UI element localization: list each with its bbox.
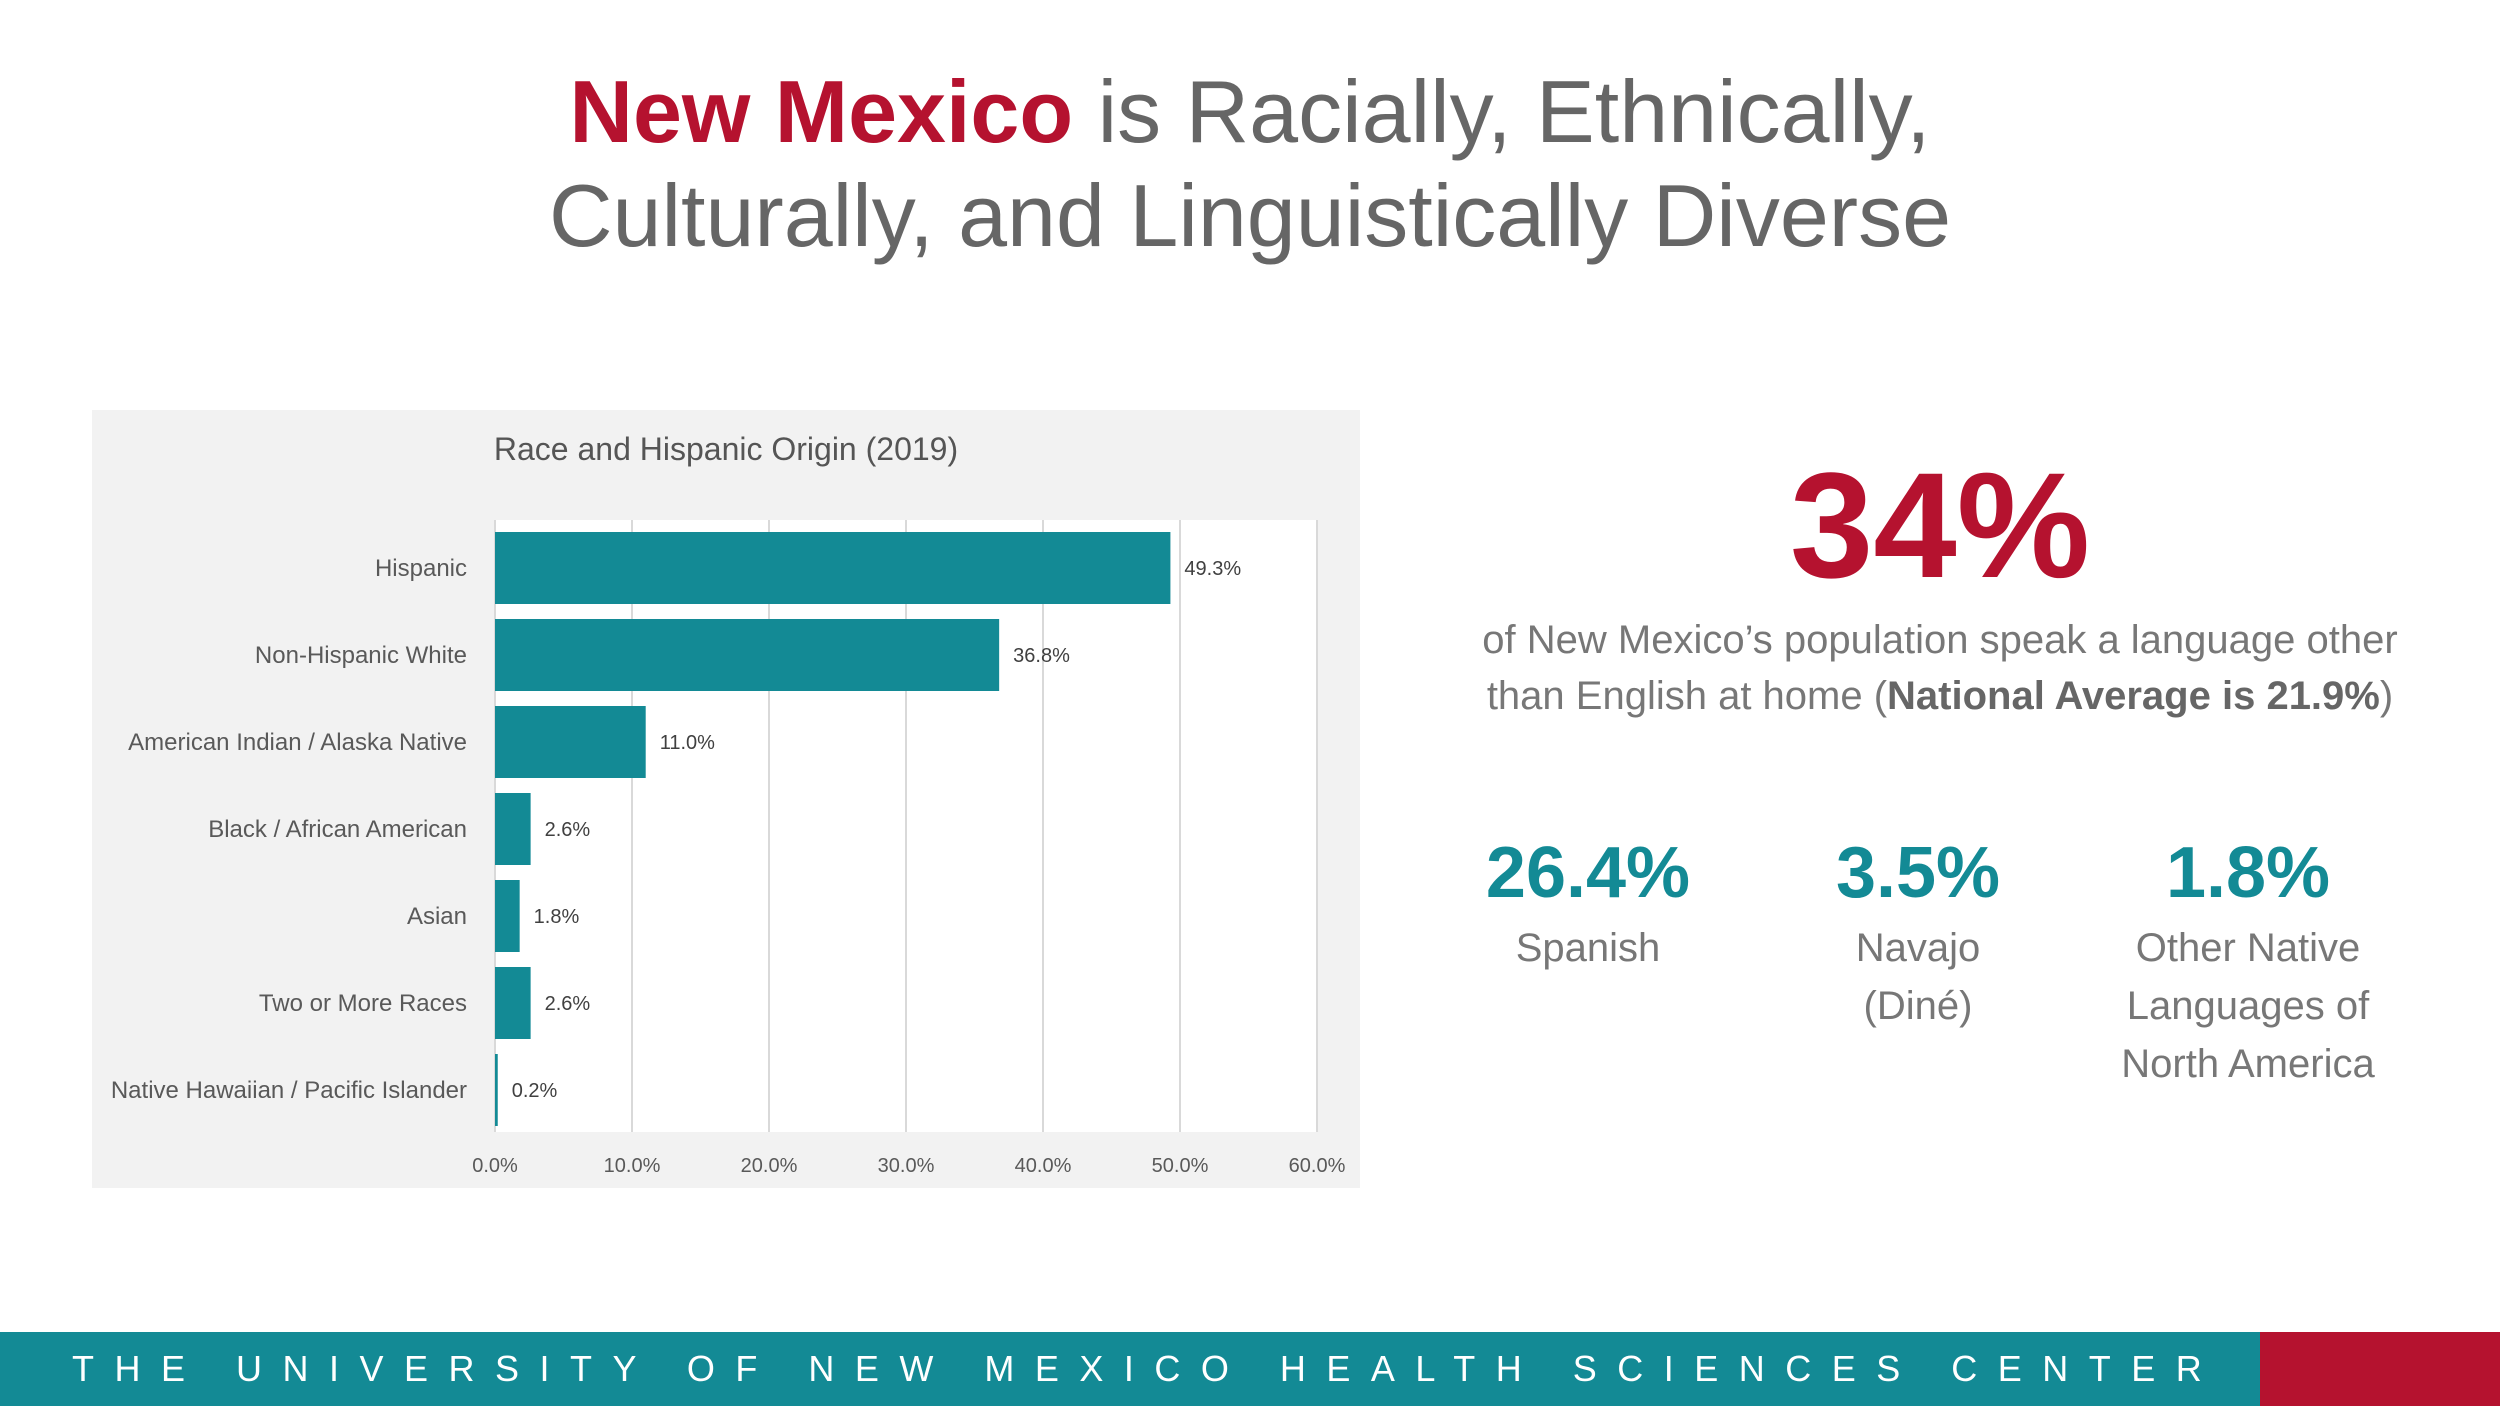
bar xyxy=(495,532,1170,604)
bar xyxy=(495,880,520,952)
data-label: 0.2% xyxy=(512,1080,558,1102)
stat-line-2: than English at home (National Average i… xyxy=(1400,668,2480,724)
footer-text: THE UNIVERSITY OF NEW MEXICO HEALTH SCIE… xyxy=(72,1348,2222,1390)
x-tick-label: 0.0% xyxy=(472,1155,518,1177)
data-label: 49.3% xyxy=(1184,558,1241,580)
x-tick-label: 30.0% xyxy=(878,1155,935,1177)
language-name-line: North America xyxy=(2078,1036,2418,1092)
x-tick-label: 40.0% xyxy=(1015,1155,1072,1177)
footer-bar: THE UNIVERSITY OF NEW MEXICO HEALTH SCIE… xyxy=(0,1332,2500,1406)
language-percent: 26.4% xyxy=(1418,828,1758,918)
stat-percent: 34% xyxy=(1400,440,2480,610)
stat-description: of New Mexico’s population speak a langu… xyxy=(1400,612,2480,724)
language-name-line: Other Native xyxy=(2078,920,2418,976)
title-line-2: Culturally, and Linguistically Diverse xyxy=(0,164,2500,268)
race-chart-panel: Race and Hispanic Origin (2019) 0.0% 10.0… xyxy=(92,410,1360,1188)
category-label: Black / African American xyxy=(208,816,467,843)
bar xyxy=(495,793,531,865)
x-tick-label: 50.0% xyxy=(1152,1155,1209,1177)
x-tick-label: 60.0% xyxy=(1289,1155,1346,1177)
x-tick-label: 10.0% xyxy=(604,1155,661,1177)
language-spanish: 26.4% Spanish xyxy=(1418,828,1758,976)
data-label: 36.8% xyxy=(1013,645,1070,667)
bar xyxy=(495,967,531,1039)
data-label: 2.6% xyxy=(545,993,591,1015)
x-tick-label: 20.0% xyxy=(741,1155,798,1177)
language-navajo: 3.5% Navajo (Diné) xyxy=(1748,828,2088,1034)
language-name-line: Languages of xyxy=(2078,978,2418,1034)
category-label: Hispanic xyxy=(375,555,467,582)
category-label: American Indian / Alaska Native xyxy=(128,729,467,756)
title-line-1: New Mexico is Racially, Ethnically, xyxy=(0,60,2500,164)
language-percent: 3.5% xyxy=(1748,828,2088,918)
category-label: Asian xyxy=(407,903,467,930)
bar xyxy=(495,619,999,691)
data-label: 1.8% xyxy=(534,906,580,928)
race-bar-chart: Race and Hispanic Origin (2019) 0.0% 10.0… xyxy=(92,410,1360,1188)
language-name-line: (Diné) xyxy=(1748,978,2088,1034)
slide-title: New Mexico is Racially, Ethnically, Cult… xyxy=(0,60,2500,268)
title-rest: is Racially, Ethnically, xyxy=(1073,62,1930,161)
category-label: Native Hawaiian / Pacific Islander xyxy=(111,1077,467,1104)
language-name-line: Spanish xyxy=(1418,920,1758,976)
category-label: Two or More Races xyxy=(259,990,467,1017)
stat-line-2-pre: than English at home ( xyxy=(1487,674,1887,718)
footer-accent xyxy=(2260,1332,2500,1406)
data-label: 11.0% xyxy=(660,732,715,754)
title-highlight: New Mexico xyxy=(569,62,1073,161)
bar xyxy=(495,706,646,778)
national-average: National Average is 21.9% xyxy=(1887,674,2380,718)
language-percent: 1.8% xyxy=(2078,828,2418,918)
chart-title: Race and Hispanic Origin (2019) xyxy=(494,431,958,467)
stat-line-1: of New Mexico’s population speak a langu… xyxy=(1400,612,2480,668)
category-label: Non-Hispanic White xyxy=(255,642,467,669)
stat-line-2-post: ) xyxy=(2380,674,2393,718)
language-other-native: 1.8% Other Native Languages of North Ame… xyxy=(2078,828,2418,1092)
language-name-line: Navajo xyxy=(1748,920,2088,976)
data-label: 2.6% xyxy=(545,819,591,841)
bar xyxy=(495,1054,498,1126)
